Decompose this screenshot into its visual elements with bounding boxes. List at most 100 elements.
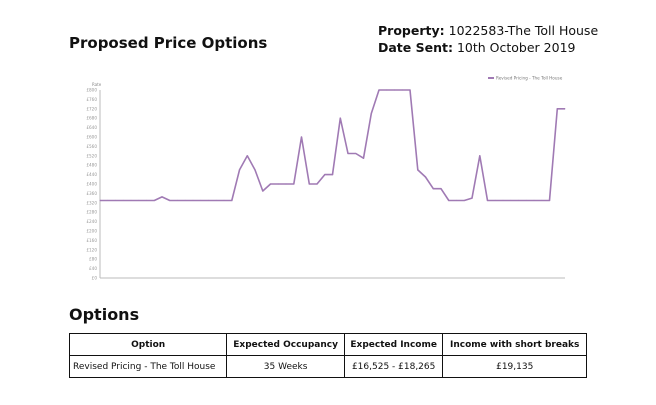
data-point <box>502 199 504 202</box>
data-point <box>200 199 202 202</box>
price-chart: Rate £0 £40 £80 £120 £160 £200 £240 £280 £320 £360… <box>60 74 580 304</box>
data-point <box>486 199 489 202</box>
data-point <box>386 89 388 91</box>
data-point <box>424 176 427 178</box>
data-point <box>548 199 551 202</box>
data-point <box>215 199 217 202</box>
data-point <box>138 199 140 202</box>
col-expected-income: Expected Income <box>343 333 444 356</box>
y-tick-label: £400 <box>86 182 97 187</box>
y-tick-label: £560 <box>86 144 97 149</box>
data-point <box>130 199 132 202</box>
col-expected-occupancy: Expected Occupancy <box>226 333 345 356</box>
y-tick-label: £280 <box>86 210 97 215</box>
y-tick-label: £480 <box>86 163 97 168</box>
date-line: Date Sent: 10th October 2019 <box>378 39 598 56</box>
data-point <box>207 199 210 202</box>
y-tick-label: £120 <box>86 247 97 252</box>
cell-income: £16,525 - £18,265 <box>343 355 444 378</box>
data-point <box>409 89 411 91</box>
data-point <box>479 155 481 157</box>
data-point <box>114 199 117 202</box>
y-tick-label: £0 <box>92 276 98 281</box>
data-point <box>169 199 171 202</box>
data-point <box>277 183 279 185</box>
data-point <box>510 199 512 202</box>
y-tick-label: £80 <box>89 257 97 262</box>
data-point <box>184 199 186 202</box>
data-point <box>238 169 241 171</box>
data-point <box>455 199 458 202</box>
options-table: Option Expected Occupancy Expected Incom… <box>68 333 587 378</box>
data-point <box>293 183 295 185</box>
data-point <box>269 183 272 185</box>
series-line <box>100 89 565 202</box>
data-point <box>331 174 334 176</box>
data-point <box>471 197 473 199</box>
data-point <box>417 169 419 171</box>
property-meta: Property: 1022583-The Toll House Date Se… <box>378 22 598 56</box>
cell-occupancy: 35 Weeks <box>226 355 345 378</box>
data-point <box>153 199 155 202</box>
data-point <box>145 199 148 202</box>
data-point <box>176 199 179 202</box>
data-point <box>223 199 225 202</box>
data-point <box>378 89 380 91</box>
property-value: 1022583-The Toll House <box>448 23 599 38</box>
y-tick-label: £600 <box>86 135 97 140</box>
price-chart-svg: Rate £0 £40 £80 £120 £160 £200 £240 £280 £320 £360… <box>86 76 566 281</box>
y-tick-label: £640 <box>86 125 97 130</box>
data-point <box>161 196 163 198</box>
data-point <box>300 136 303 138</box>
y-axis-label: Rate <box>92 82 102 87</box>
data-point <box>393 89 396 91</box>
options-header-row: Option Expected Occupancy Expected Incom… <box>68 333 587 356</box>
data-point <box>541 199 543 202</box>
legend-label: Revised Pricing - The Toll House <box>496 76 563 81</box>
y-tick-label: £40 <box>89 266 97 271</box>
data-point <box>254 169 256 171</box>
data-point <box>339 117 341 119</box>
page-title: Proposed Price Options <box>69 34 268 52</box>
data-point <box>525 199 527 202</box>
data-point <box>246 155 248 157</box>
data-point <box>107 199 109 202</box>
data-point <box>308 183 310 185</box>
table-row: Revised Pricing - The Toll House 35 Week… <box>68 355 587 378</box>
data-point <box>99 199 101 202</box>
data-point <box>556 108 558 110</box>
data-point <box>285 183 287 185</box>
y-tick-label: £760 <box>86 97 97 102</box>
data-point <box>494 199 496 202</box>
data-point <box>324 174 326 176</box>
y-tick-label: £360 <box>86 191 97 196</box>
col-income-short-breaks: Income with short breaks <box>442 333 587 356</box>
data-point <box>370 112 372 115</box>
data-point <box>448 199 450 202</box>
y-tick-label: £520 <box>86 153 97 158</box>
y-tick-label: £240 <box>86 219 97 224</box>
data-point <box>432 188 434 190</box>
data-point <box>231 199 233 202</box>
y-tick-label: £320 <box>86 200 97 205</box>
data-point <box>440 188 442 190</box>
data-point <box>122 199 124 202</box>
options-heading: Options <box>69 305 140 324</box>
y-tick-label: £720 <box>86 106 97 111</box>
cell-option: Revised Pricing - The Toll House <box>68 355 228 378</box>
data-point <box>347 152 349 155</box>
data-point <box>192 199 194 202</box>
data-point <box>463 199 465 202</box>
y-tick-label: £160 <box>86 238 97 243</box>
cell-short-breaks: £19,135 <box>442 355 587 378</box>
data-point <box>401 89 403 91</box>
y-tick-label: £440 <box>86 172 97 177</box>
data-point <box>517 199 520 202</box>
y-tick-label: £680 <box>86 116 97 121</box>
date-label: Date Sent: <box>378 40 453 55</box>
y-tick-label: £200 <box>86 229 97 234</box>
property-line: Property: 1022583-The Toll House <box>378 22 598 39</box>
data-point <box>262 190 264 192</box>
col-option: Option <box>68 333 228 356</box>
data-point <box>533 199 535 202</box>
